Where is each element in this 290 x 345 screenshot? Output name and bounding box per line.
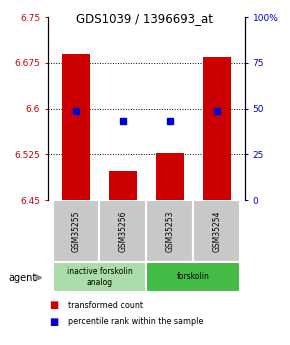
Bar	[62, 54, 90, 200]
Text: percentile rank within the sample: percentile rank within the sample	[68, 317, 204, 326]
Bar	[193, 200, 240, 262]
Bar	[146, 262, 240, 292]
Text: GSM35254: GSM35254	[212, 210, 221, 252]
Text: forskolin: forskolin	[177, 272, 210, 282]
Bar	[99, 200, 146, 262]
Text: ■: ■	[49, 300, 59, 310]
Text: GSM35256: GSM35256	[119, 210, 128, 252]
Text: inactive forskolin
analog: inactive forskolin analog	[67, 267, 132, 287]
Bar	[52, 262, 146, 292]
Text: transformed count: transformed count	[68, 301, 143, 310]
Bar	[156, 153, 184, 200]
Bar	[203, 57, 231, 200]
Text: GSM35255: GSM35255	[72, 210, 81, 252]
Text: GSM35253: GSM35253	[165, 210, 174, 252]
Text: ■: ■	[49, 317, 59, 327]
Bar	[146, 200, 193, 262]
Bar	[52, 200, 99, 262]
Text: GDS1039 / 1396693_at: GDS1039 / 1396693_at	[77, 12, 213, 25]
Text: agent: agent	[9, 273, 37, 283]
Bar	[109, 171, 137, 200]
